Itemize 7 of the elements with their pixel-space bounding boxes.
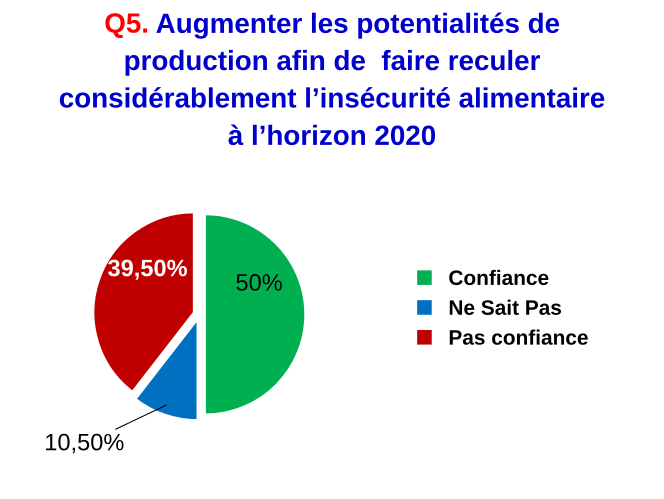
data-label: 50% (236, 274, 282, 291)
data-label: 39,50% (108, 260, 187, 280)
legend-label: Ne Sait Pas (450, 300, 562, 315)
legend-label: Confiance (449, 270, 548, 286)
chart-title: Q5. Augmenter les potentialités de production afin de faire reculer considérablement l’insécurité alimentaire à l’horizon 2020 (60, 12, 604, 146)
legend-label: Pas confiance (450, 330, 588, 345)
data-label: 10,50% (46, 434, 124, 454)
